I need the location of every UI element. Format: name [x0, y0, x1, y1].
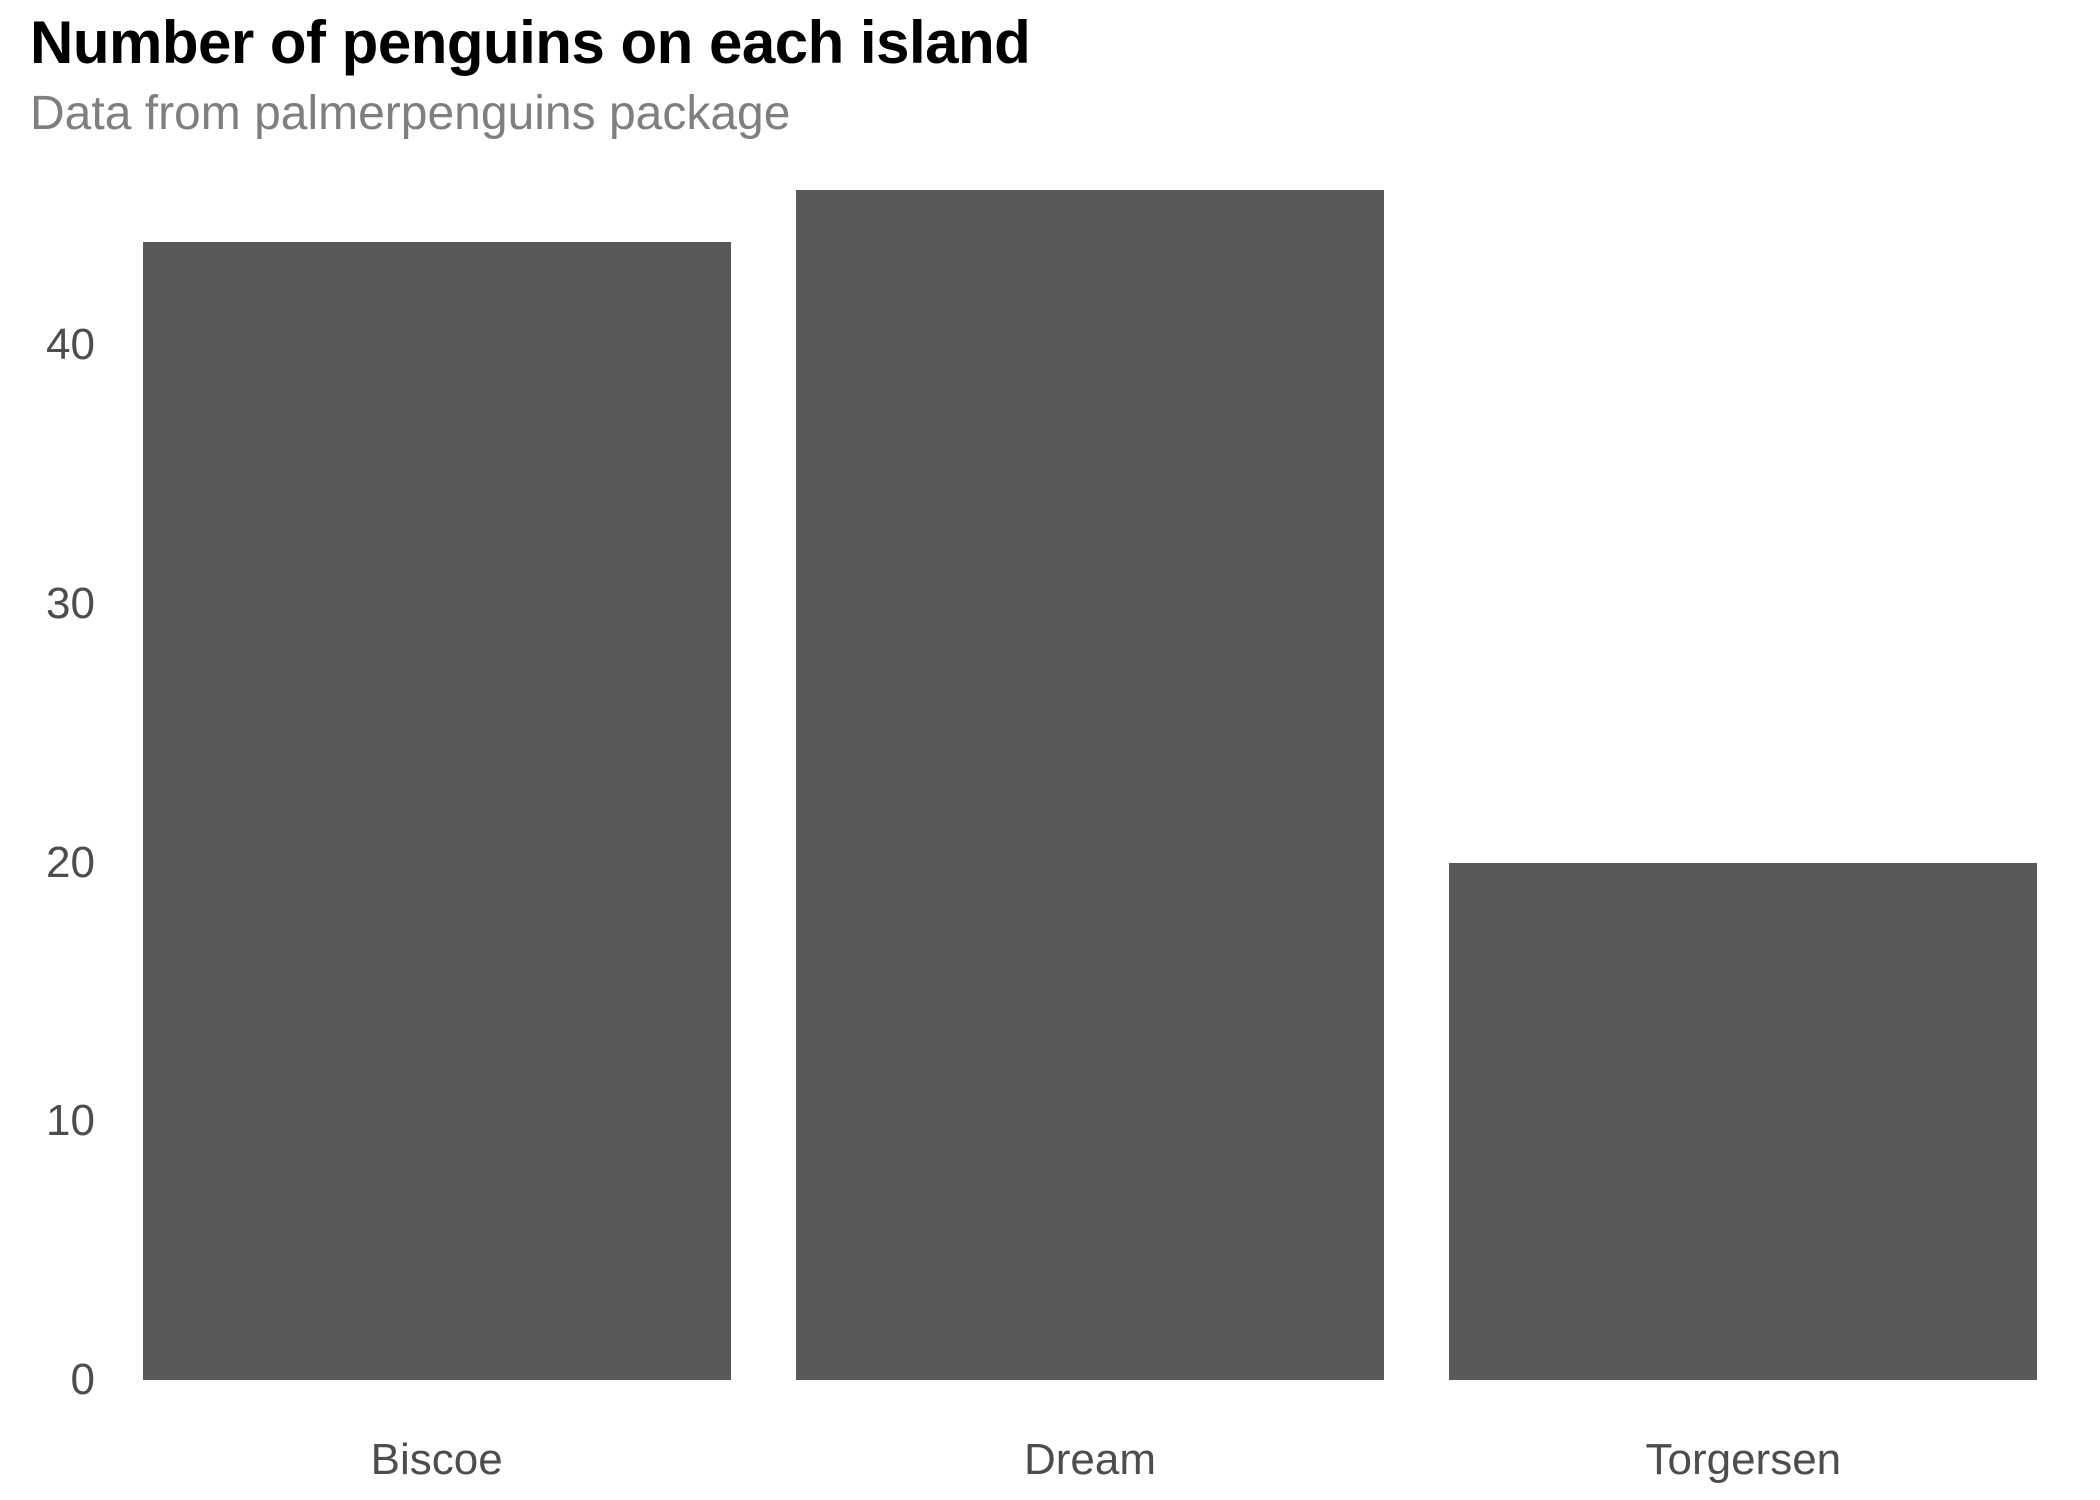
chart-subtitle: Data from palmerpenguins package: [30, 86, 790, 141]
y-tick-40: 40: [15, 320, 95, 370]
y-tick-30: 30: [15, 579, 95, 629]
bar-dream: [796, 190, 1384, 1380]
chart-container: Number of penguins on each island Data f…: [0, 0, 2100, 1500]
x-tick-torgersen: Torgersen: [1645, 1435, 1841, 1485]
chart-title: Number of penguins on each island: [30, 8, 1030, 77]
bar-biscoe: [143, 242, 731, 1380]
y-tick-20: 20: [15, 838, 95, 888]
plot-area: [110, 190, 2070, 1380]
y-tick-0: 0: [15, 1355, 95, 1405]
y-tick-10: 10: [15, 1096, 95, 1146]
x-tick-biscoe: Biscoe: [371, 1435, 503, 1485]
x-tick-dream: Dream: [1024, 1435, 1156, 1485]
bar-torgersen: [1449, 863, 2037, 1380]
